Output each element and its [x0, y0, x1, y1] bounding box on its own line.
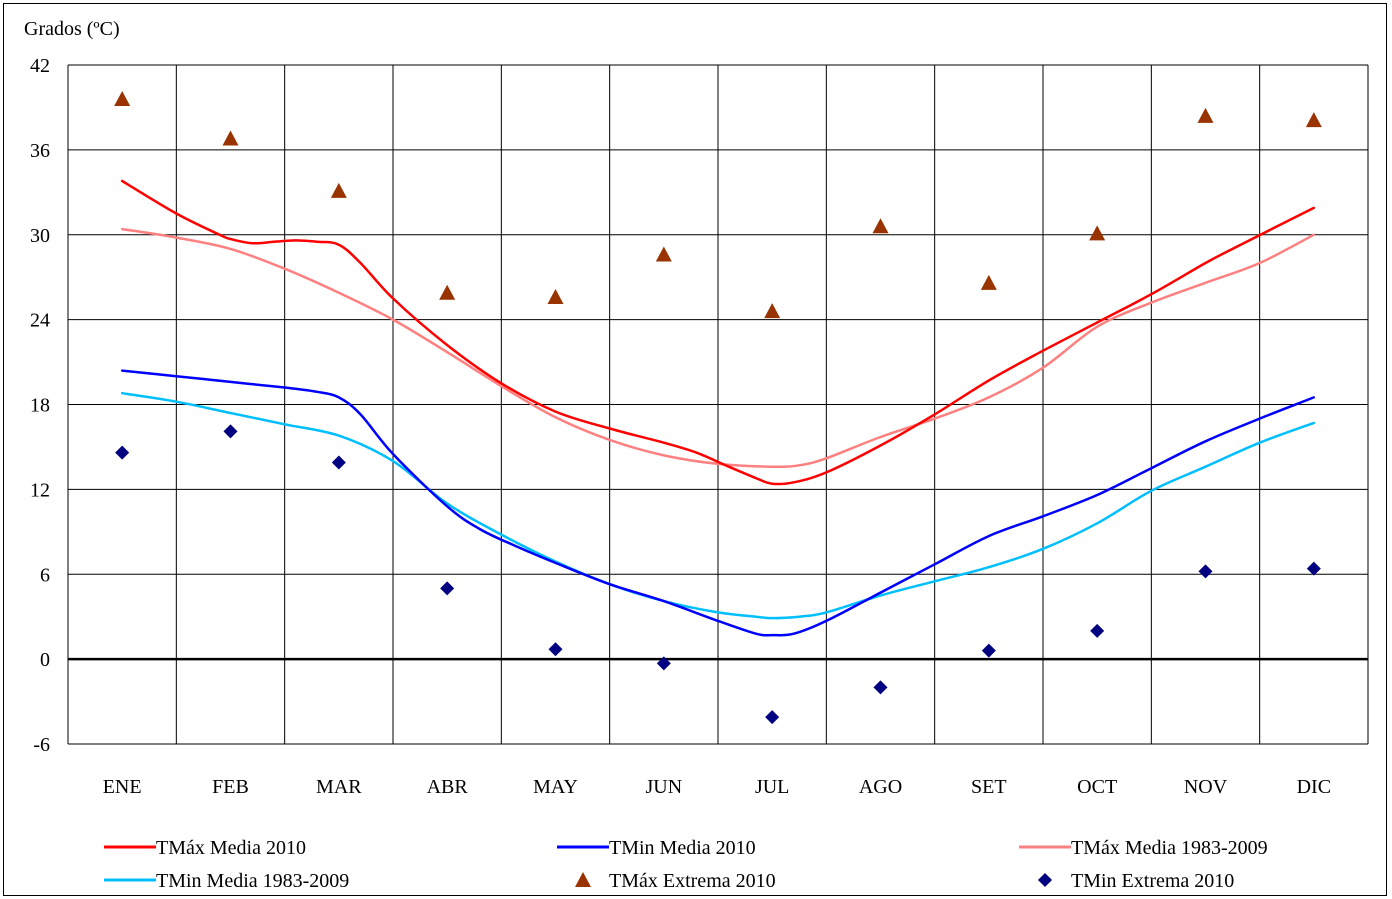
point-tmax-extrema-2010: [980, 274, 997, 290]
series-line-tmax-media-1983-2009: [120, 227, 1316, 469]
series-line-tmin-media-1983-2009: [120, 391, 1316, 620]
y-tick-label: 36: [30, 140, 50, 162]
point-tmin-extrema-2010: [1306, 561, 1321, 576]
legend-label: TMin Media 1983-2009: [156, 870, 349, 892]
point-tmin-extrema-2010: [1090, 623, 1105, 638]
grid-layer: [67, 64, 1369, 745]
chart-frame: Grados (ºC) -6 0 6 12 18 24 30 36 42 ENE FEB MAR ABR…: [3, 3, 1387, 896]
series-line-tmax-media-2010: [120, 179, 1316, 486]
y-tick-label: 6: [40, 564, 50, 586]
legend-label: TMáx Media 1983-2009: [1071, 837, 1268, 859]
point-tmax-extrema-2010: [655, 246, 672, 262]
y-axis-title: Grados (ºC): [24, 18, 120, 40]
x-tick-label: ABR: [427, 776, 469, 798]
x-tick-label: MAY: [533, 776, 578, 798]
x-tick-label: JUN: [645, 776, 682, 798]
point-tmax-extrema-2010: [764, 303, 781, 319]
legend-item-tmin-media-2010: TMin Media 2010: [557, 837, 756, 859]
y-tick-label: 30: [30, 225, 50, 247]
x-tick-label: MAR: [316, 776, 362, 798]
y-tick-label: 18: [30, 395, 50, 417]
point-tmax-extrema-2010: [1089, 225, 1106, 241]
point-tmin-extrema-2010: [548, 642, 563, 657]
point-tmin-extrema-2010: [656, 656, 671, 671]
point-tmin-extrema-2010: [981, 643, 996, 658]
point-tmin-extrema-2010: [331, 455, 346, 470]
marker-layer: [114, 90, 1322, 725]
legend: TMáx Media 2010 TMin Media 2010 TMáx Media…: [104, 837, 1268, 892]
point-tmax-extrema-2010: [222, 130, 239, 146]
legend-label: TMin Extrema 2010: [1071, 870, 1234, 892]
x-tick-label: DIC: [1297, 776, 1331, 798]
y-tick-label: 0: [40, 649, 50, 671]
legend-item-tmax-media-1983-2009: TMáx Media 1983-2009: [1019, 837, 1268, 859]
x-tick-label: AGO: [859, 776, 902, 798]
legend-item-tmin-extrema-2010: TMin Extrema 2010: [1038, 870, 1234, 892]
y-tick-label: -6: [33, 734, 50, 756]
x-tick-label: JUL: [755, 776, 789, 798]
x-tick-label: OCT: [1077, 776, 1117, 798]
legend-label: TMáx Extrema 2010: [609, 870, 776, 892]
point-tmax-extrema-2010: [330, 182, 347, 198]
legend-swatch: [1038, 873, 1052, 887]
point-tmin-extrema-2010: [1198, 564, 1213, 579]
legend-item-tmax-media-2010: TMáx Media 2010: [104, 837, 306, 859]
point-tmax-extrema-2010: [114, 90, 131, 106]
y-tick-label: 12: [30, 479, 50, 501]
x-tick-label: ENE: [103, 776, 142, 798]
point-tmax-extrema-2010: [1197, 107, 1214, 123]
point-tmin-extrema-2010: [223, 424, 238, 439]
chart-svg: Grados (ºC) -6 0 6 12 18 24 30 36 42 ENE FEB MAR ABR…: [24, 18, 1369, 892]
y-tick-label: 24: [30, 310, 50, 332]
legend-swatch: [575, 872, 591, 887]
point-tmax-extrema-2010: [1305, 112, 1322, 128]
line-layer: [120, 179, 1316, 637]
y-tick-label: 42: [30, 55, 50, 77]
legend-label: TMin Media 2010: [609, 837, 756, 859]
point-tmin-extrema-2010: [873, 680, 888, 695]
x-tick-label: FEB: [212, 776, 249, 798]
label-layer: -6 0 6 12 18 24 30 36 42 ENE FEB MAR ABR MAY JUN JUL AGO…: [30, 55, 1331, 798]
x-tick-label: NOV: [1184, 776, 1228, 798]
point-tmin-extrema-2010: [765, 710, 780, 725]
point-tmin-extrema-2010: [115, 445, 130, 460]
legend-item-tmin-media-1983-2009: TMin Media 1983-2009: [104, 870, 349, 892]
point-tmax-extrema-2010: [439, 284, 456, 300]
legend-label: TMáx Media 2010: [156, 837, 306, 859]
point-tmin-extrema-2010: [440, 581, 455, 596]
point-tmax-extrema-2010: [872, 218, 889, 234]
series-line-tmin-media-2010: [120, 369, 1316, 637]
point-tmax-extrema-2010: [547, 288, 564, 304]
x-tick-label: SET: [971, 776, 1007, 798]
legend-item-tmax-extrema-2010: TMáx Extrema 2010: [575, 870, 776, 892]
